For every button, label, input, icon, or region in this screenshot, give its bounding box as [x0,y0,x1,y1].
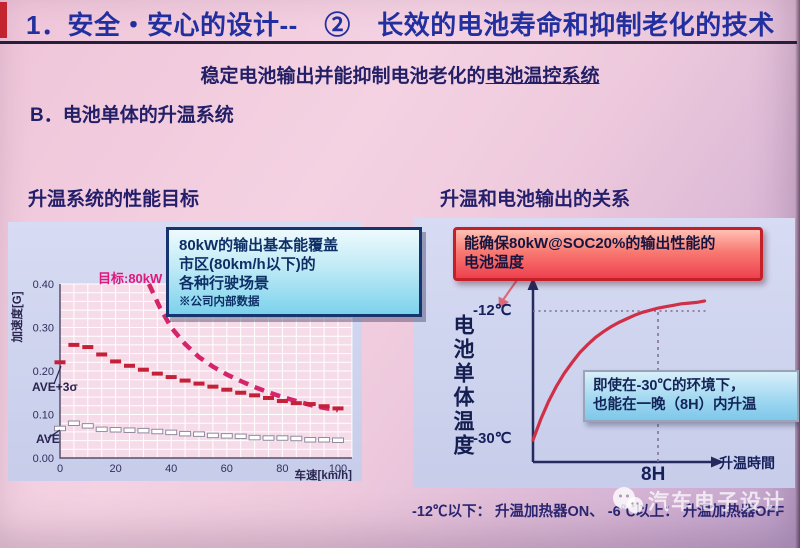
svg-text:100: 100 [329,463,347,475]
y-axis-arrowhead [527,277,539,290]
series-ave [54,420,344,443]
series-ave3s [54,342,344,411]
page-title: 1．安全・安心的设计-- ② 长效的电池寿命和抑制老化的技术 [26,10,775,40]
svg-text:0: 0 [57,463,63,475]
callout-line: 电池温度 [464,253,525,271]
subtitle-plain: 稳定电池输出并能抑制电池老化的 [200,66,486,87]
minus30-label: -30℃ [473,430,512,447]
right-curve [531,299,707,442]
callout-line: 也能在一晚（8H）内升温 [593,396,757,413]
right-ylabel: 电池单体温度 [451,314,474,458]
callout-arrow-line [502,279,518,301]
callout-line: 各种行驶场景 [179,275,270,293]
right-chart-panel: 能确保80kW@SOC20%的输出性能的 电池温度 电池单体温度 -12℃ -3… [413,218,799,488]
bottom-note: -12℃以下： 升温加热器ON、 -6℃以上： 升温加热器OFF [412,504,785,520]
photo-edge [795,0,800,548]
ave-pointer-line [47,429,61,439]
right-chart-heading: 升温和电池输出的关系 [440,189,631,210]
svg-text:40: 40 [165,463,177,475]
svg-text:80: 80 [276,463,288,475]
right-callout-mid: 即使在-30℃的环境下， 也能在一晚（8H）内升温 [583,370,799,422]
left-xlabel: 车速[km/h] [295,468,353,481]
left-callout-box: 80kW的输出基本能覆盖 市区(80km/h以下)的 各种行驶场景 ※公司内部数… [166,227,422,318]
title-accent-bar [0,2,7,38]
wechat-icon [613,487,643,513]
right-callout-top: 能确保80kW@SOC20%的输出性能的 电池温度 [453,227,763,281]
svg-text:60: 60 [221,463,233,475]
right-chart-svg [498,277,724,468]
left-chart-heading: 升温系统的性能目标 [28,189,200,210]
ave3s-series-label: AVE+3σ [32,380,78,394]
callout-note: ※公司内部数据 [179,295,260,308]
left-chart-panel: 0 20 40 60 80 100 0.00 0.10 0.20 0.30 0.40 加速度[G] … [8,222,422,481]
callout-arrowhead [498,296,509,308]
title-divider [0,41,797,44]
left-axes [59,284,352,459]
svg-text:20: 20 [109,463,121,475]
svg-text:0.10: 0.10 [33,410,54,422]
slide-subtitle: 稳定电池输出并能抑制电池老化的电池温控系统 [0,61,800,88]
ave3s-pointer-line [53,365,62,385]
watermark: 汽车电子设计 [612,486,786,516]
eight-hour-label: 8H [641,464,666,485]
svg-text:0.40: 0.40 [33,279,54,291]
section-b-heading: B．电池单体的升温系统 [30,105,234,126]
callout-line: 80kW的输出基本能覆盖 [179,237,339,254]
right-xlabel: 升温時間 [719,455,775,471]
minus12-label: -12℃ [473,302,512,319]
svg-text:0.30: 0.30 [33,323,54,335]
left-ticks: 0 20 40 60 80 100 0.00 0.10 0.20 0.30 0.40 [33,279,348,475]
left-ylabel: 加速度[G] [10,291,24,343]
ave-series-label: AVE [36,432,60,446]
watermark-text: 汽车电子设计 [648,491,786,514]
x-axis-arrowhead [711,456,724,468]
callout-line: 即使在-30℃的环境下， [593,378,745,394]
svg-text:0.20: 0.20 [33,366,54,378]
svg-text:0.00: 0.00 [33,453,54,465]
callout-line: 能确保80kW@SOC20%的输出性能的 [464,235,716,252]
target-series-label: 目标:80kW [98,271,163,286]
subtitle-underlined: 电池温控系统 [485,66,600,87]
callout-line: 市区(80km/h以下)的 [179,256,316,274]
